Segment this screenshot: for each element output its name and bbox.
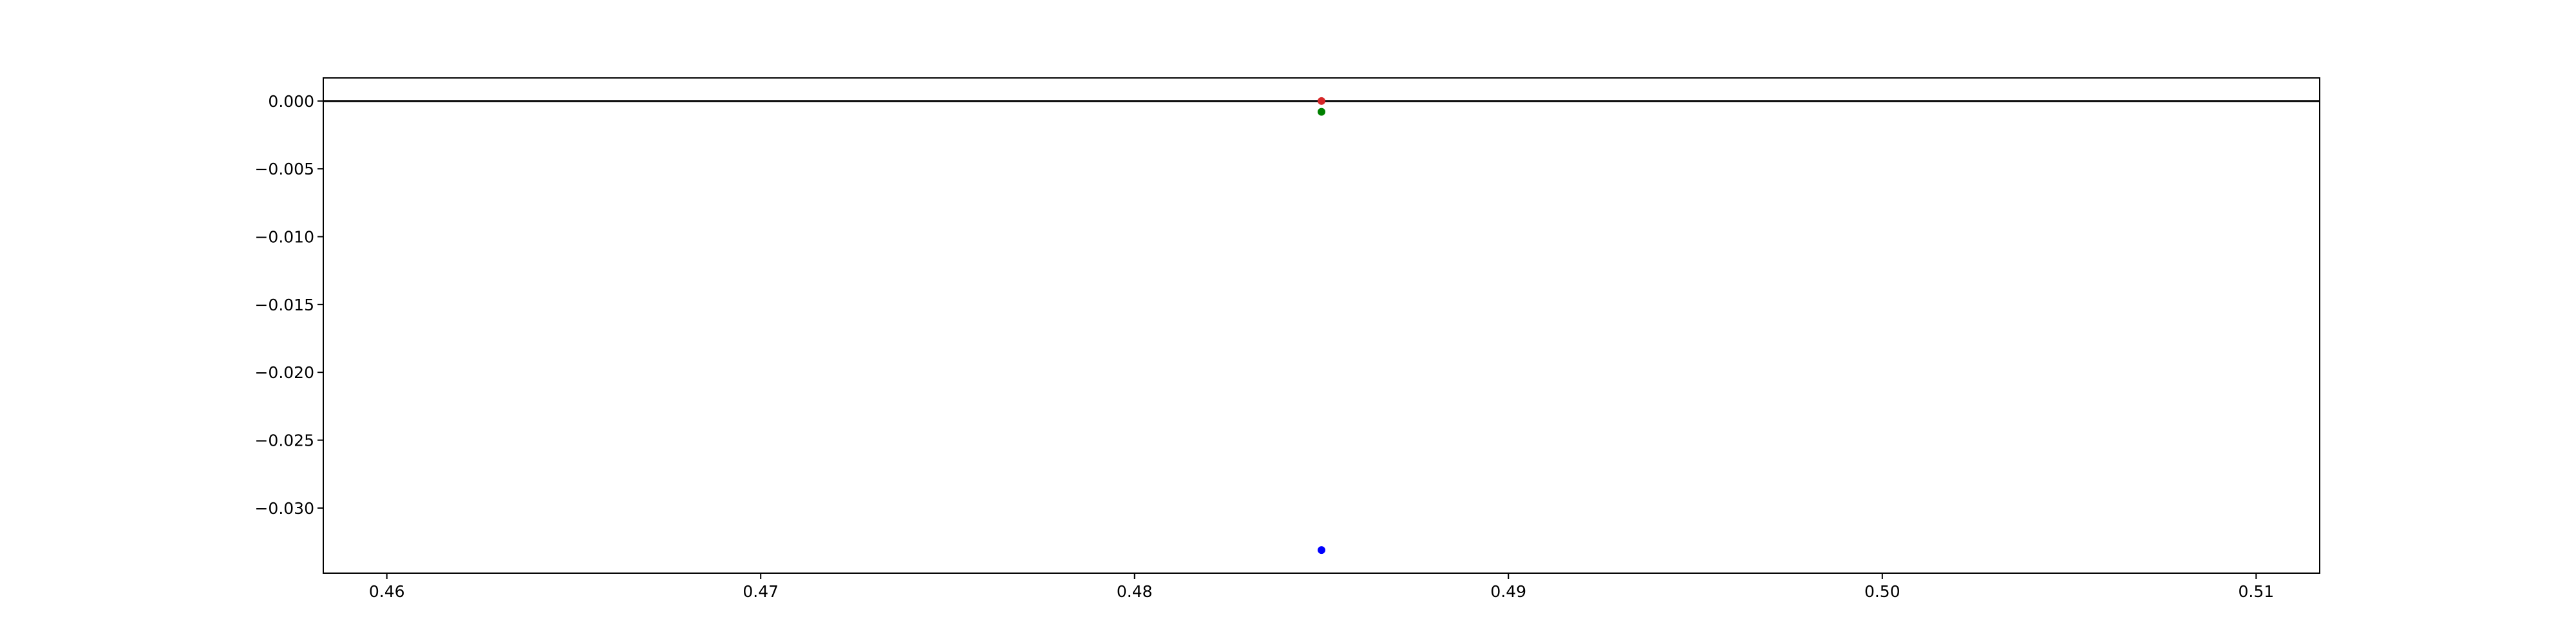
data-point: [1318, 108, 1325, 116]
data-point: [1318, 546, 1325, 554]
x-tick-label: 0.50: [1864, 582, 1900, 601]
axes-frame: [323, 77, 2320, 574]
y-axis-ticks: 0.000 −0.005 −0.010 −0.015 −0.020 −0.025 −0.03…: [254, 92, 323, 518]
y-tick-label: −0.010: [254, 228, 314, 247]
x-tick-label: 0.48: [1117, 582, 1153, 601]
x-axis-ticks: 0.46 0.47 0.48 0.49 0.50 0.51: [369, 573, 2274, 601]
y-tick-label: −0.030: [254, 499, 314, 518]
x-tick-label: 0.46: [369, 582, 405, 601]
x-tick-label: 0.49: [1490, 582, 1526, 601]
y-tick-label: −0.020: [254, 363, 314, 382]
y-tick-label: −0.025: [254, 431, 314, 450]
y-tick-label: 0.000: [268, 92, 314, 111]
y-tick-label: −0.005: [254, 160, 314, 178]
data-point: [1318, 97, 1325, 105]
x-tick-label: 0.51: [2238, 582, 2274, 601]
y-tick-label: −0.015: [254, 296, 314, 314]
x-tick-label: 0.47: [743, 582, 779, 601]
data-points: [1318, 97, 1325, 554]
